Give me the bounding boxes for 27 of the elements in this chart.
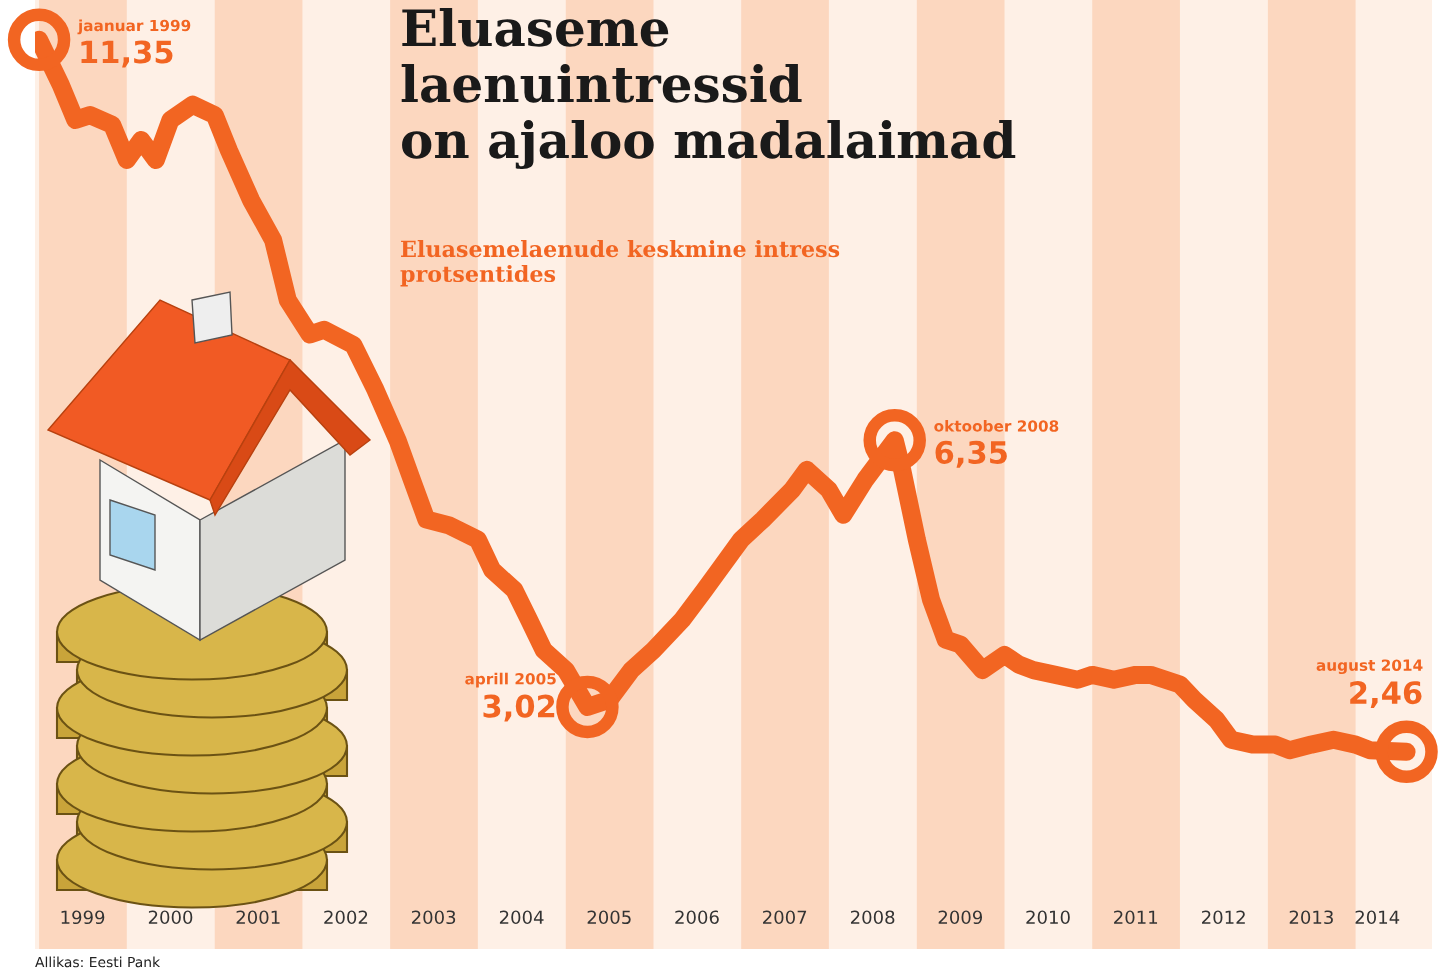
annotation: aprill 2005	[465, 672, 556, 688]
x-tick-label: 1999	[61, 910, 105, 925]
x-tick-label: 2010	[1026, 910, 1070, 925]
x-tick-label: 2011	[1114, 910, 1158, 925]
x-tick-label: 2012	[1202, 910, 1245, 925]
data-label: 2,46	[1350, 681, 1422, 709]
x-tick-label: 2006	[675, 910, 719, 925]
x-tick-label: 2001	[236, 910, 280, 925]
data-label: 3,02	[483, 694, 555, 722]
x-tick-label: 2013	[1289, 910, 1333, 925]
x-tick-label: 2004	[499, 910, 544, 925]
annotation: oktoober 2008	[934, 419, 1059, 432]
x-tick-label: 2014	[1355, 910, 1400, 925]
x-tick-label: 2009	[938, 910, 983, 925]
text: Eluasemelaenude keskmine intress protsentides	[400, 240, 840, 287]
x-tick-label: 2008	[850, 910, 895, 925]
chart-title: Eluaseme laenuintressid on ajaloo madalaimad	[401, 8, 1016, 170]
data-label: 6,35	[935, 440, 1007, 468]
x-tick-label: 2005	[587, 910, 631, 925]
data-label: 11,35	[81, 40, 173, 68]
x-tick-label: 2002	[324, 910, 368, 925]
text: Allikas: Eesti Pank	[35, 956, 161, 968]
x-tick-label: 2003	[411, 910, 456, 925]
text: jaanuar 1999	[77, 19, 191, 35]
x-tick-label: 2007	[763, 910, 807, 925]
annotation: august 2014	[1316, 659, 1423, 675]
x-tick-label: 2000	[148, 910, 193, 925]
